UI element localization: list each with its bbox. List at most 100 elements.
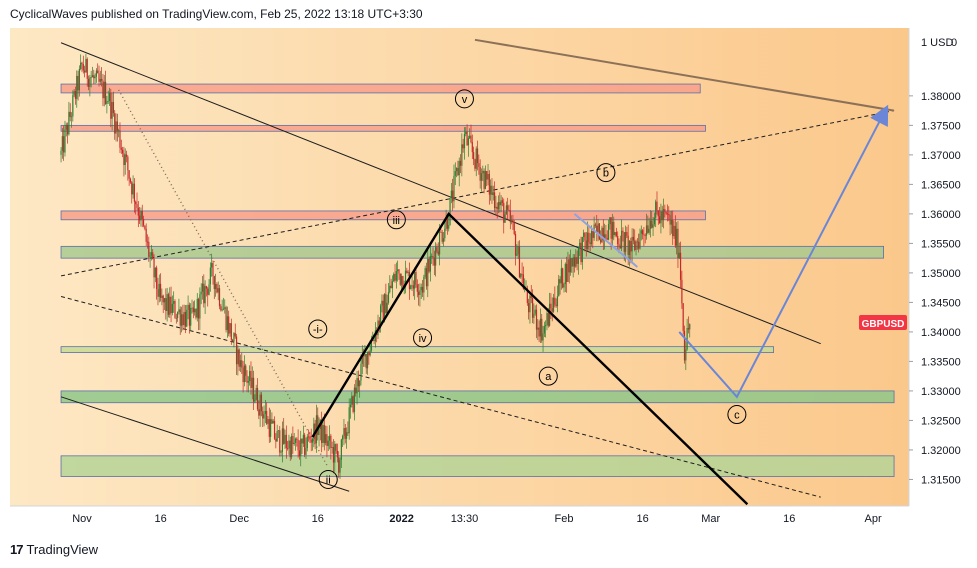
- time-axis[interactable]: Nov 16 Dec 16 2022 13:30 Feb 16 Mar 16 Apr: [72, 513, 882, 525]
- time-tick-label: 16: [154, 513, 166, 525]
- candle-body: [197, 298, 200, 319]
- price-tick-label: 1.38000: [921, 91, 961, 103]
- candle-body: [357, 378, 359, 387]
- time-tick-label: 16: [783, 513, 795, 525]
- candle-body: [610, 217, 612, 239]
- candle-body: [290, 436, 293, 458]
- candle-body: [131, 182, 133, 195]
- candle-body: [653, 217, 655, 225]
- candle-body: [576, 257, 578, 264]
- time-tick-label: Dec: [229, 513, 249, 525]
- candle-body: [325, 434, 327, 443]
- candle-body: [177, 312, 179, 319]
- candle-body: [623, 232, 625, 252]
- candles: [60, 53, 691, 479]
- wave-label-circle: [727, 405, 747, 425]
- price-scale-label: 1 USD: [921, 37, 953, 49]
- candle-body: [385, 294, 387, 314]
- candle-body: [411, 285, 413, 287]
- candle-body: [598, 223, 600, 240]
- candle-body: [415, 272, 417, 285]
- candle-body: [256, 387, 259, 410]
- candle-body: [293, 442, 295, 445]
- candle-body: [390, 285, 392, 289]
- candle-body: [207, 288, 209, 295]
- candle-body: [201, 283, 204, 292]
- candle-body: [428, 258, 430, 272]
- candle-body: [640, 230, 642, 234]
- candle-body: [677, 228, 679, 259]
- candle-body: [681, 279, 683, 304]
- candle-body: [338, 457, 340, 473]
- price-tick-label: 1.35000: [921, 268, 961, 280]
- candle-body: [400, 275, 403, 285]
- wave-label-text: b: [603, 168, 609, 180]
- candle-body: [648, 228, 650, 233]
- candle-body: [645, 225, 648, 236]
- candle-body: [453, 175, 455, 202]
- projection-arrow: [678, 104, 889, 399]
- candle-body: [503, 202, 505, 223]
- symbol-badge-text: GBPUSD: [862, 319, 905, 330]
- candle-body: [225, 307, 227, 331]
- candle-body: [584, 232, 586, 241]
- wave-label-b: b: [596, 163, 616, 183]
- wave-labels: v iii -i-iv ii b a c: [308, 89, 747, 489]
- price-tick-label: 1.36500: [921, 179, 961, 191]
- candle-body: [156, 267, 158, 290]
- candle-body: [551, 308, 553, 312]
- candle-body: [473, 152, 475, 160]
- candle-body: [442, 238, 445, 242]
- candle-body: [252, 377, 255, 402]
- candle-body: [152, 252, 154, 259]
- zone-band: [60, 210, 706, 221]
- candle-body: [476, 148, 479, 164]
- wave-label-c: c: [727, 405, 747, 425]
- candle-body: [686, 328, 688, 350]
- candle-body: [368, 351, 370, 356]
- price-tick-label: 1.33500: [921, 356, 961, 368]
- candle-body: [497, 202, 500, 210]
- dashed-upper-trend: [60, 110, 895, 277]
- candle-body: [412, 285, 414, 289]
- candle-body: [560, 268, 562, 284]
- candle-body: [421, 286, 424, 293]
- candle-body: [638, 241, 640, 249]
- candle-body: [171, 303, 173, 314]
- candle-body: [660, 211, 662, 224]
- candle-body: [142, 218, 145, 226]
- candle-body: [580, 242, 582, 263]
- candle-body: [359, 380, 361, 387]
- candle-body: [280, 451, 282, 453]
- candle-body: [543, 326, 545, 334]
- candle-body: [480, 173, 483, 181]
- price-axis[interactable]: 1.38000 1.37500 1.37000 1.36500 1.36000 1.355…: [909, 91, 961, 487]
- candle-body: [573, 257, 576, 267]
- candle-body: [664, 209, 666, 212]
- candle-body: [361, 355, 363, 364]
- candle-body: [373, 340, 375, 342]
- candle-body: [61, 136, 63, 151]
- candle-body: [323, 425, 325, 443]
- candle-body: [182, 314, 184, 326]
- candle-body: [204, 286, 206, 304]
- candle-body: [85, 58, 87, 73]
- candle-body: [488, 173, 490, 195]
- time-tick-label: 13:30: [451, 513, 479, 525]
- wave-label-text: iii: [393, 215, 400, 227]
- candle-body: [666, 213, 669, 215]
- candle-body: [441, 232, 443, 242]
- zone-band: [60, 346, 774, 353]
- candle-body: [183, 311, 185, 326]
- candle-body: [628, 240, 631, 255]
- candle-body: [452, 190, 454, 202]
- candle-body: [360, 363, 362, 381]
- candle-body: [220, 306, 222, 311]
- candle-body: [404, 270, 407, 288]
- candle-body: [459, 160, 462, 166]
- wave-label-text: ii: [326, 474, 331, 486]
- candle-body: [309, 436, 311, 440]
- candle-body: [241, 360, 243, 368]
- candle-body: [493, 192, 496, 209]
